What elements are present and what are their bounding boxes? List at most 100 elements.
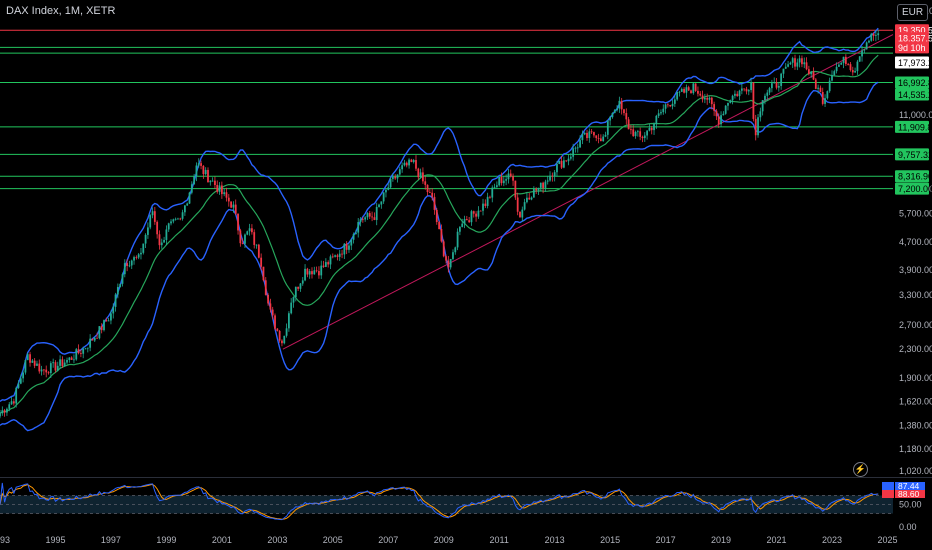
candle-body bbox=[142, 243, 145, 253]
candle-body bbox=[116, 286, 119, 295]
candle-body bbox=[484, 203, 487, 206]
candle-body bbox=[851, 70, 854, 73]
candle-body bbox=[324, 262, 327, 267]
price-tick-label: 1,180.00 bbox=[899, 444, 932, 454]
candle-body bbox=[15, 387, 18, 404]
candle-body bbox=[764, 95, 766, 101]
candle-body bbox=[371, 216, 373, 218]
candle-body bbox=[239, 230, 242, 244]
price-tag: 18,357.52 bbox=[895, 32, 932, 45]
candle-body bbox=[766, 92, 769, 96]
price-tag-text: 19,350.56 bbox=[898, 26, 932, 36]
candle-body bbox=[128, 265, 131, 267]
candle-body bbox=[260, 257, 263, 267]
candle-body bbox=[479, 210, 482, 212]
candle-body bbox=[819, 87, 822, 93]
candle-body bbox=[717, 116, 720, 125]
candle-body bbox=[19, 378, 22, 384]
candle-body bbox=[107, 320, 110, 322]
candle-body bbox=[398, 169, 401, 175]
candle-body bbox=[593, 132, 595, 136]
candle-body bbox=[475, 213, 477, 217]
time-axis: 1993 1995 1997 1999 2001 2003 2005 2007 2009 2011… bbox=[0, 535, 897, 545]
candle-body bbox=[331, 256, 334, 258]
price-tick-label: 1,380.00 bbox=[899, 421, 932, 431]
candle-body bbox=[840, 62, 843, 65]
candle-body bbox=[440, 229, 443, 242]
candle-body bbox=[861, 50, 863, 57]
candle-body bbox=[389, 178, 392, 188]
year-tick-label: 2019 bbox=[711, 535, 731, 545]
candle-body bbox=[59, 359, 61, 366]
candle-body bbox=[738, 90, 741, 97]
candle-body bbox=[320, 265, 323, 276]
candle-body bbox=[368, 213, 371, 217]
candle-body bbox=[232, 204, 235, 208]
rsi-value-label: 88.60 bbox=[882, 489, 925, 499]
price-tag: 14,535.26 bbox=[895, 88, 932, 101]
candle-body bbox=[299, 283, 302, 289]
lightning-icon[interactable]: ⚡ bbox=[853, 462, 868, 477]
candle-body bbox=[590, 131, 593, 133]
candle-body bbox=[126, 263, 129, 266]
candle-body bbox=[283, 335, 286, 344]
candle-body bbox=[715, 110, 718, 117]
candle-body bbox=[220, 185, 223, 195]
candle-body bbox=[634, 131, 637, 137]
candle-body bbox=[22, 372, 25, 379]
candle-body bbox=[736, 93, 739, 97]
candle-body bbox=[576, 147, 579, 149]
price-tag-text: 9d 10h bbox=[898, 43, 926, 53]
price-tag-bg bbox=[895, 56, 929, 69]
year-tick-label: 2001 bbox=[212, 535, 232, 545]
candle-body bbox=[200, 163, 202, 166]
candle-body bbox=[56, 365, 59, 371]
candle-body bbox=[516, 197, 519, 212]
candle-body bbox=[211, 180, 214, 182]
candle-body bbox=[486, 196, 489, 206]
candle-body bbox=[329, 256, 332, 265]
candle-body bbox=[734, 93, 736, 96]
candle-body bbox=[775, 82, 778, 88]
candle-body bbox=[408, 159, 410, 166]
price-tick-label: 2,300.00 bbox=[899, 344, 932, 354]
rsi-signal-line bbox=[0, 483, 879, 520]
currency-button[interactable]: EUR bbox=[897, 4, 928, 21]
candle-body bbox=[694, 83, 697, 91]
candle-body bbox=[449, 258, 452, 268]
candle-body bbox=[801, 58, 803, 65]
candle-body bbox=[787, 64, 789, 67]
year-tick-label: 1999 bbox=[156, 535, 176, 545]
candle-body bbox=[565, 160, 568, 162]
year-tick-label: 2009 bbox=[434, 535, 454, 545]
candle-body bbox=[290, 302, 293, 314]
candle-body bbox=[567, 158, 570, 162]
candle-body bbox=[724, 105, 727, 114]
price-tag-bg bbox=[895, 41, 929, 54]
candle-body bbox=[121, 274, 124, 284]
price-tick-label: 3,300.00 bbox=[899, 290, 932, 300]
rsi-tick-label: 50.00 bbox=[899, 500, 922, 510]
candle-body bbox=[551, 175, 554, 177]
candle-body bbox=[304, 268, 306, 281]
price-tick-label: 5,700.00 bbox=[899, 208, 932, 218]
candle-body bbox=[657, 113, 660, 116]
candle-body bbox=[553, 172, 556, 177]
candle-body bbox=[38, 363, 41, 372]
candle-body bbox=[359, 219, 362, 223]
candle-body bbox=[770, 83, 773, 89]
candle-body bbox=[361, 219, 364, 221]
candle-body bbox=[12, 401, 15, 404]
candle-body bbox=[687, 87, 690, 91]
candle-body bbox=[149, 215, 152, 228]
candle-body bbox=[512, 176, 514, 181]
rsi-panel bbox=[0, 477, 932, 521]
candle-body bbox=[246, 231, 249, 235]
rsi-label-marker bbox=[882, 482, 894, 490]
candle-body bbox=[563, 160, 565, 168]
candle-body bbox=[727, 102, 729, 106]
rsi-label-bg bbox=[895, 490, 925, 498]
candle-body bbox=[489, 196, 491, 198]
candle-body bbox=[264, 280, 267, 295]
